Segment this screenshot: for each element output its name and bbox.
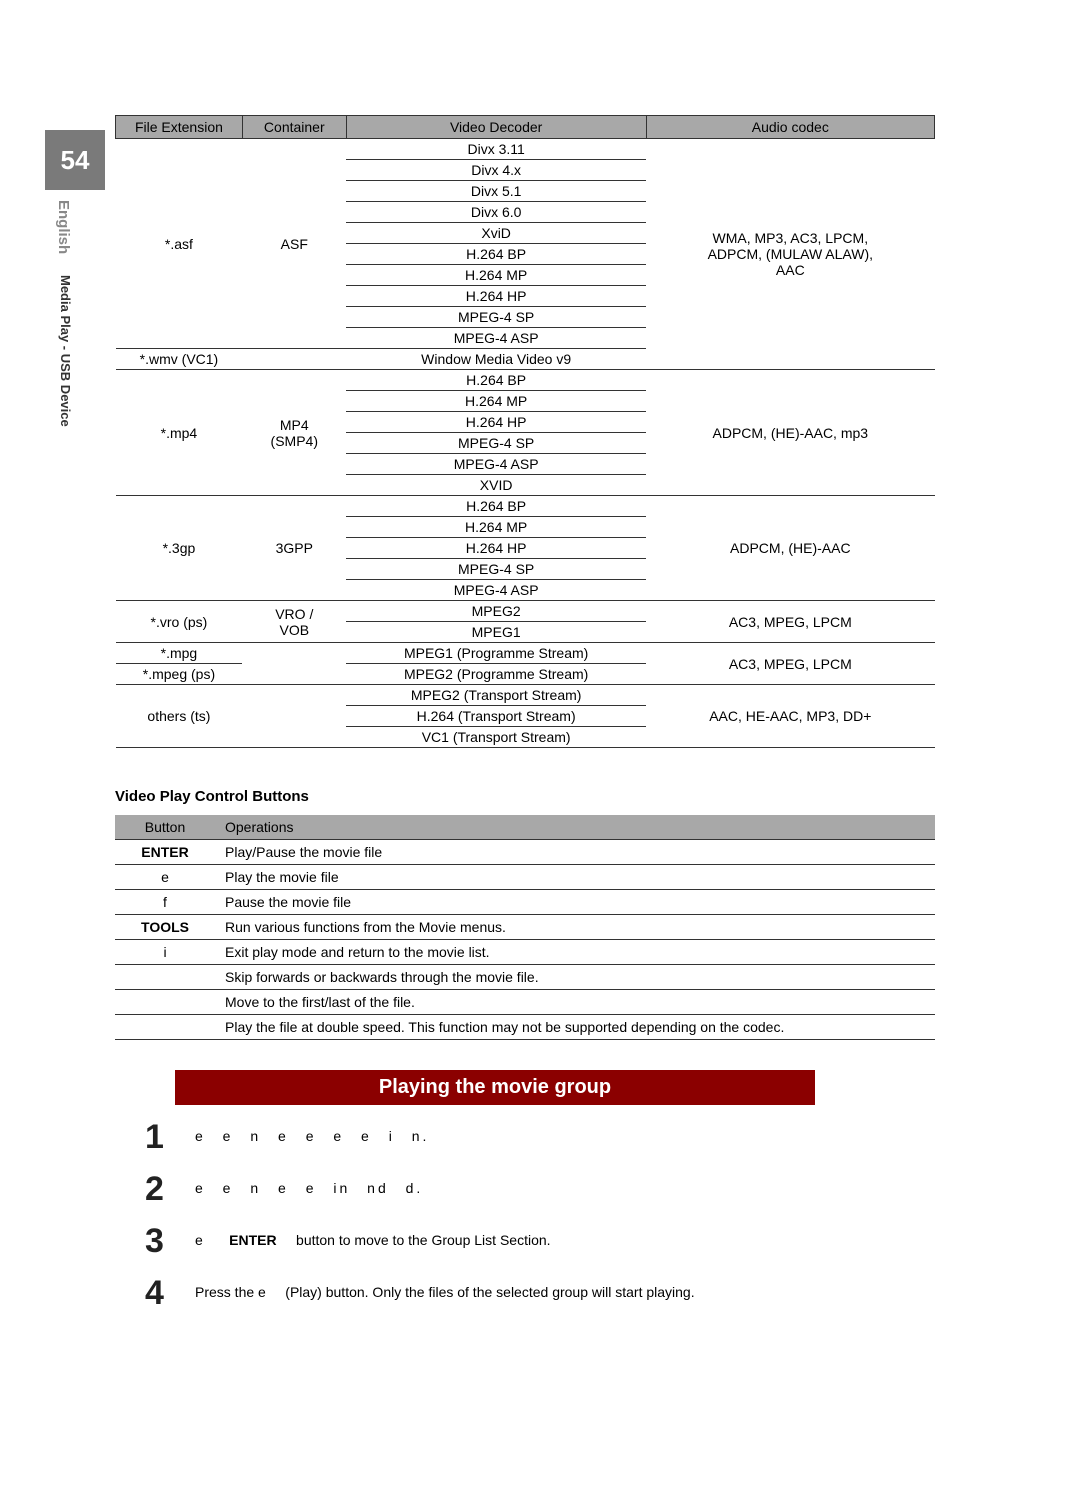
op-cell: Play the file at double speed. This func… (215, 1015, 935, 1040)
step-4: 4 Press the e (Play) button. Only the fi… (145, 1276, 935, 1310)
language-label: English (55, 200, 72, 254)
step-text: Press the e (Play) button. Only the file… (195, 1276, 695, 1300)
step-text: e e n e e e e i n. (195, 1120, 429, 1144)
decoder-cell: MPEG2 (346, 601, 646, 622)
decoder-cell: H.264 HP (346, 286, 646, 307)
audio-ts: AAC, HE-AAC, MP3, DD+ (646, 685, 934, 748)
ext-vro: *.vro (ps) (116, 601, 243, 643)
ext-mpeg: *.mpeg (ps) (116, 664, 243, 685)
decoder-cell: H.264 BP (346, 496, 646, 517)
step-text: e ENTER button to move to the Group List… (195, 1224, 551, 1248)
button-enter: ENTER (115, 840, 215, 865)
step-2: 2 e e n e e in nd d. (145, 1172, 935, 1206)
op-cell: Play/Pause the movie file (215, 840, 935, 865)
step-number: 3 (145, 1224, 195, 1258)
decoder-cell: Divx 3.11 (346, 139, 646, 160)
op-cell: Skip forwards or backwards through the m… (215, 965, 935, 990)
audio-vro: AC3, MPEG, LPCM (646, 601, 934, 643)
decoder-cell: H.264 MP (346, 391, 646, 412)
op-cell: Exit play mode and return to the movie l… (215, 940, 935, 965)
container-vro: VRO /VOB (242, 601, 346, 643)
decoder-cell: Divx 5.1 (346, 181, 646, 202)
decoder-cell: MPEG-4 ASP (346, 580, 646, 601)
container-mp4: MP4(SMP4) (242, 370, 346, 496)
header-file-extension: File Extension (116, 116, 243, 139)
button-blank (115, 990, 215, 1015)
movie-group-title: Playing the movie group (175, 1070, 815, 1105)
header-video-decoder: Video Decoder (346, 116, 646, 139)
decoder-cell: H.264 HP (346, 538, 646, 559)
op-cell: Pause the movie file (215, 890, 935, 915)
decoder-cell: Window Media Video v9 (346, 349, 646, 370)
container-ts (242, 685, 346, 748)
decoder-cell: Divx 4.x (346, 160, 646, 181)
step-number: 2 (145, 1172, 195, 1206)
decoder-cell: MPEG-4 ASP (346, 328, 646, 349)
step-text: e e n e e in nd d. (195, 1172, 423, 1196)
ext-asf: *.asf (116, 139, 243, 349)
ext-mpg: *.mpg (116, 643, 243, 664)
container-3gpp: 3GPP (242, 496, 346, 601)
op-cell: Play the movie file (215, 865, 935, 890)
decoder-cell: XVID (346, 475, 646, 496)
decoder-cell: MPEG-4 SP (346, 433, 646, 454)
audio-mpg: AC3, MPEG, LPCM (646, 643, 934, 685)
decoder-cell: XviD (346, 223, 646, 244)
step-number: 1 (145, 1120, 195, 1154)
header-audio-codec: Audio codec (646, 116, 934, 139)
container-mpg (242, 643, 346, 685)
audio-asf: WMA, MP3, AC3, LPCM,ADPCM, (MULAW ALAW),… (646, 139, 934, 370)
header-button: Button (115, 815, 215, 840)
op-cell: Move to the first/last of the file. (215, 990, 935, 1015)
decoder-cell: H.264 (Transport Stream) (346, 706, 646, 727)
button-blank (115, 965, 215, 990)
decoder-cell: MPEG1 (346, 622, 646, 643)
button-e: e (115, 865, 215, 890)
enter-label: ENTER (229, 1232, 276, 1248)
main-content: File Extension Container Video Decoder A… (115, 115, 935, 1328)
section-label: Media Play - USB Device (58, 275, 73, 427)
audio-3gp: ADPCM, (HE)-AAC (646, 496, 934, 601)
codec-table: File Extension Container Video Decoder A… (115, 115, 935, 748)
button-tools: TOOLS (115, 915, 215, 940)
step-number: 4 (145, 1276, 195, 1310)
video-buttons-title: Video Play Control Buttons (115, 788, 935, 805)
container-wmv (242, 349, 346, 370)
container-asf: ASF (242, 139, 346, 349)
step-1: 1 e e n e e e e i n. (145, 1120, 935, 1154)
decoder-cell: MPEG1 (Programme Stream) (346, 643, 646, 664)
codec-table-header-row: File Extension Container Video Decoder A… (116, 116, 935, 139)
step-3: 3 e ENTER button to move to the Group Li… (145, 1224, 935, 1258)
decoder-cell: MPEG2 (Programme Stream) (346, 664, 646, 685)
ext-mp4: *.mp4 (116, 370, 243, 496)
audio-mp4: ADPCM, (HE)-AAC, mp3 (646, 370, 934, 496)
decoder-cell: H.264 BP (346, 244, 646, 265)
button-blank (115, 1015, 215, 1040)
ext-3gp: *.3gp (116, 496, 243, 601)
header-container: Container (242, 116, 346, 139)
decoder-cell: MPEG-4 SP (346, 559, 646, 580)
decoder-cell: MPEG-4 ASP (346, 454, 646, 475)
ext-ts: others (ts) (116, 685, 243, 748)
video-buttons-table: Button Operations ENTERPlay/Pause the mo… (115, 815, 935, 1040)
op-cell: Run various functions from the Movie men… (215, 915, 935, 940)
decoder-cell: MPEG-4 SP (346, 307, 646, 328)
ext-wmv: *.wmv (VC1) (116, 349, 243, 370)
decoder-cell: Divx 6.0 (346, 202, 646, 223)
decoder-cell: H.264 MP (346, 517, 646, 538)
decoder-cell: H.264 BP (346, 370, 646, 391)
button-i: i (115, 940, 215, 965)
steps-list: 1 e e n e e e e i n. 2 e e n e e in nd d… (145, 1120, 935, 1310)
header-operations: Operations (215, 815, 935, 840)
decoder-cell: MPEG2 (Transport Stream) (346, 685, 646, 706)
buttons-header-row: Button Operations (115, 815, 935, 840)
button-f: f (115, 890, 215, 915)
decoder-cell: VC1 (Transport Stream) (346, 727, 646, 748)
page-number: 54 (45, 130, 105, 190)
decoder-cell: H.264 HP (346, 412, 646, 433)
decoder-cell: H.264 MP (346, 265, 646, 286)
